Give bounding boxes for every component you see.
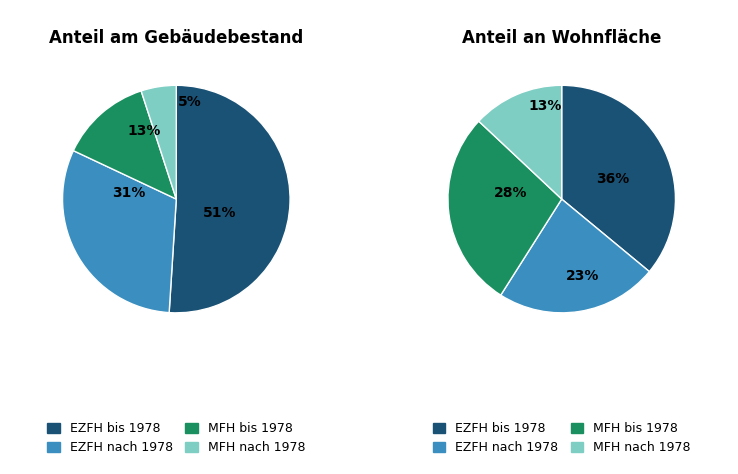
Text: 31%: 31% <box>112 186 145 201</box>
Text: 13%: 13% <box>528 99 562 113</box>
Legend: EZFH bis 1978, EZFH nach 1978, MFH bis 1978, MFH nach 1978: EZFH bis 1978, EZFH nach 1978, MFH bis 1… <box>47 422 306 455</box>
Title: Anteil am Gebäudebestand: Anteil am Gebäudebestand <box>49 29 303 47</box>
Text: 51%: 51% <box>203 206 236 220</box>
Title: Anteil an Wohnfläche: Anteil an Wohnfläche <box>462 29 661 47</box>
Wedge shape <box>562 85 675 272</box>
Wedge shape <box>448 121 562 295</box>
Text: 23%: 23% <box>565 269 599 283</box>
Legend: EZFH bis 1978, EZFH nach 1978, MFH bis 1978, MFH nach 1978: EZFH bis 1978, EZFH nach 1978, MFH bis 1… <box>432 422 691 455</box>
Text: 28%: 28% <box>494 186 527 201</box>
Wedge shape <box>479 85 562 199</box>
Wedge shape <box>169 85 290 313</box>
Wedge shape <box>141 85 176 199</box>
Wedge shape <box>73 91 176 199</box>
Text: 5%: 5% <box>178 95 201 109</box>
Wedge shape <box>501 199 649 313</box>
Text: 13%: 13% <box>128 124 161 138</box>
Wedge shape <box>63 151 176 313</box>
Text: 36%: 36% <box>596 172 630 186</box>
